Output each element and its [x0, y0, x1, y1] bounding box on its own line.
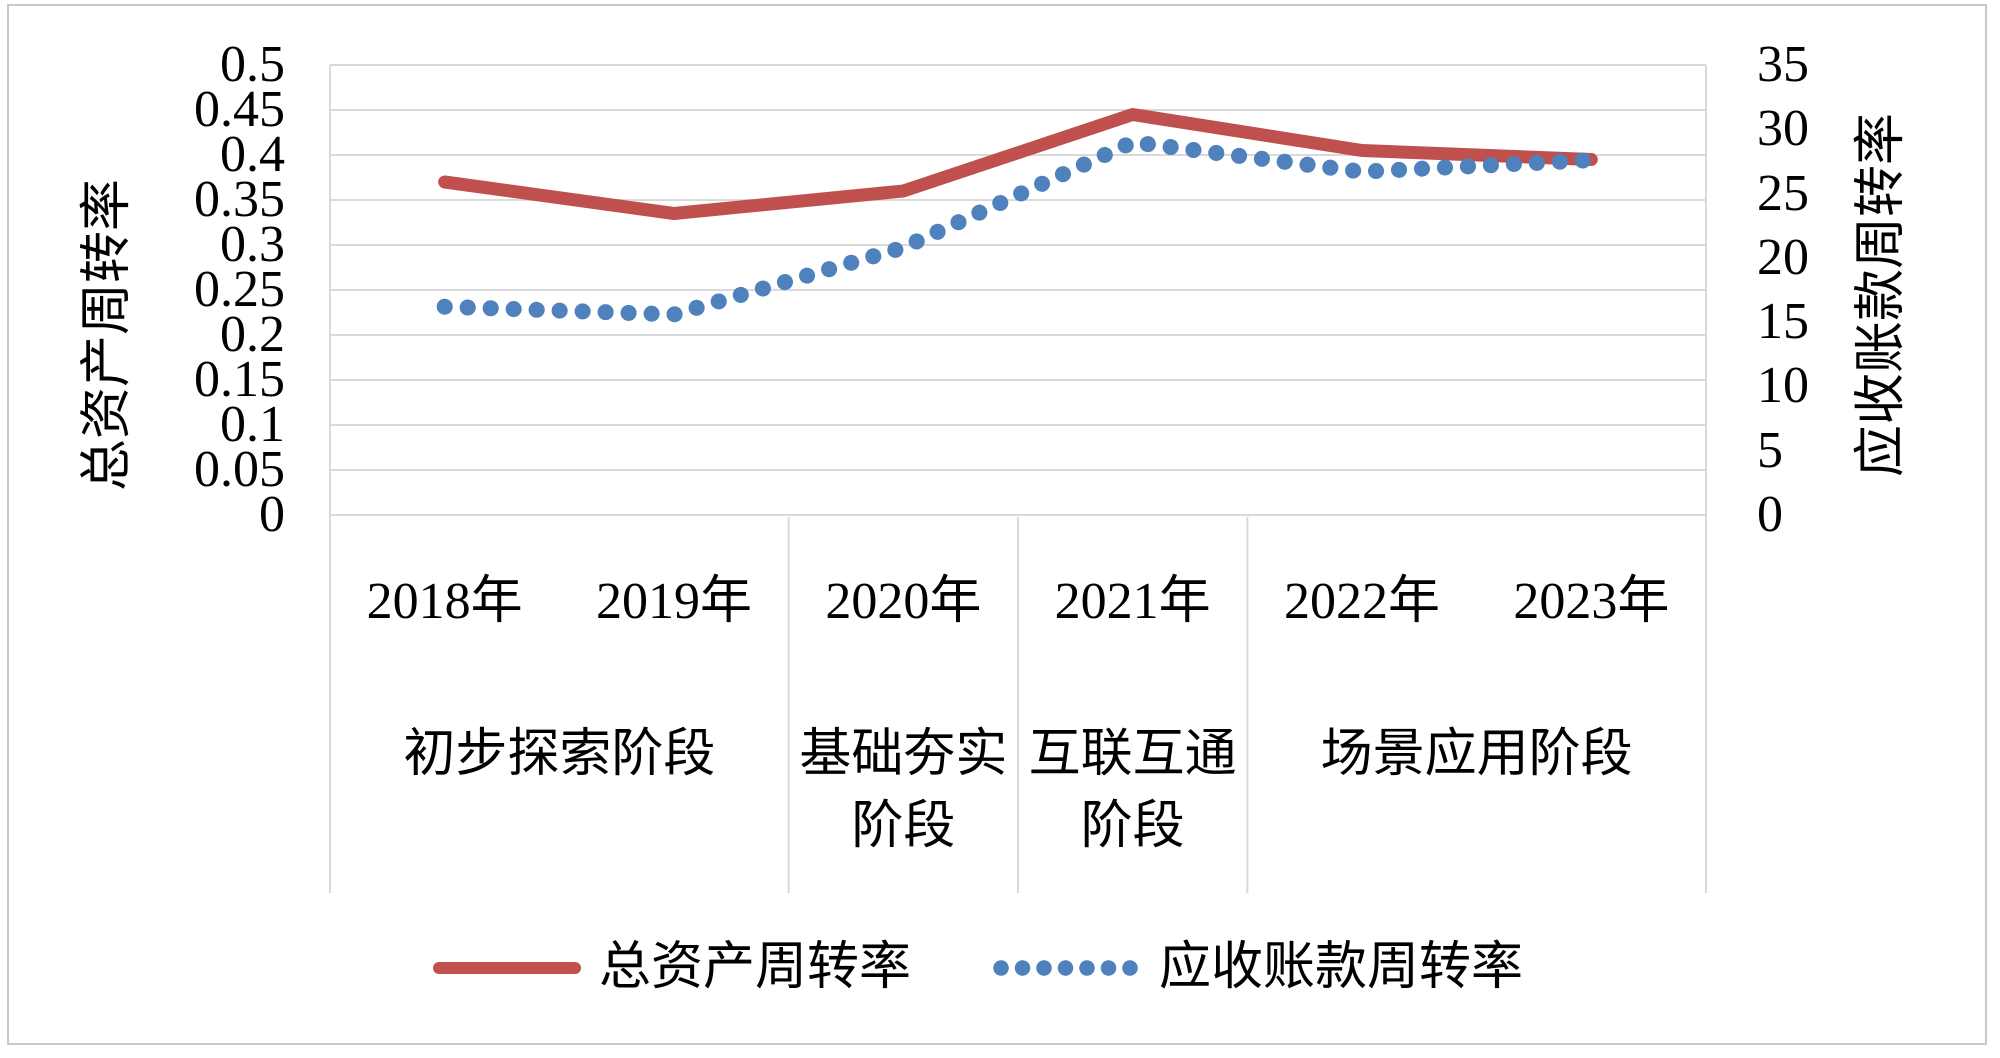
right-axis-tick: 25 [1757, 164, 1809, 222]
legend: 总资产周转率 应收账款周转率 [290, 935, 1666, 1001]
legend-dotted-line-swatch [991, 959, 1141, 977]
legend-item-receivables-turnover: 应收账款周转率 [991, 938, 1523, 998]
left-axis-tick: 0 [259, 486, 285, 543]
series-dotted-line [436, 134, 1600, 323]
x-axis-year-label: 2020年 [825, 573, 982, 630]
x-axis-year-label: 2018年 [366, 573, 523, 630]
left-axis-tick: 0.15 [194, 351, 285, 408]
left-axis-tick: 0.4 [220, 126, 285, 183]
x-axis-stage-label: 初步探索阶段 [403, 726, 716, 783]
legend-label: 总资产周转率 [598, 939, 911, 996]
right-axis-tick: 20 [1757, 228, 1809, 286]
left-axis-tick: 0.35 [194, 171, 285, 228]
x-axis-year-label: 2019年 [595, 573, 752, 630]
legend-item-total-asset-turnover: 总资产周转率 [432, 938, 911, 998]
x-axis-year-label: 2023年 [1513, 573, 1670, 630]
left-axis-tick: 0.5 [220, 36, 285, 93]
left-axis-tick: 0.05 [194, 441, 285, 498]
x-axis-year-label: 2021年 [1054, 573, 1211, 630]
right-axis-tick: 15 [1757, 293, 1809, 351]
series-solid-line [438, 108, 1598, 220]
right-axis-tick: 10 [1757, 357, 1809, 415]
x-axis-stage-label: 互联互通阶段 [1028, 726, 1237, 855]
left-axis-tick: 0.25 [194, 261, 285, 318]
legend-solid-line-swatch [432, 962, 581, 974]
left-axis-tick: 0.1 [220, 396, 285, 453]
left-axis-tick: 0.45 [194, 81, 285, 138]
right-axis-title: 应收账款周转率 [1853, 112, 1910, 478]
x-axis-stage-label: 场景应用阶段 [1320, 726, 1633, 783]
right-axis-tick: 35 [1757, 36, 1809, 93]
right-axis-tick: 5 [1757, 421, 1783, 479]
left-axis-tick: 0.3 [220, 216, 285, 273]
x-axis-stage-label: 基础夯实阶段 [799, 726, 1008, 855]
left-axis-tick: 0.2 [220, 306, 285, 363]
legend-label: 应收账款周转率 [1159, 939, 1524, 996]
right-axis-tick: 0 [1757, 486, 1783, 543]
right-axis-tick: 30 [1757, 100, 1809, 158]
x-axis-year-label: 2022年 [1283, 573, 1440, 630]
